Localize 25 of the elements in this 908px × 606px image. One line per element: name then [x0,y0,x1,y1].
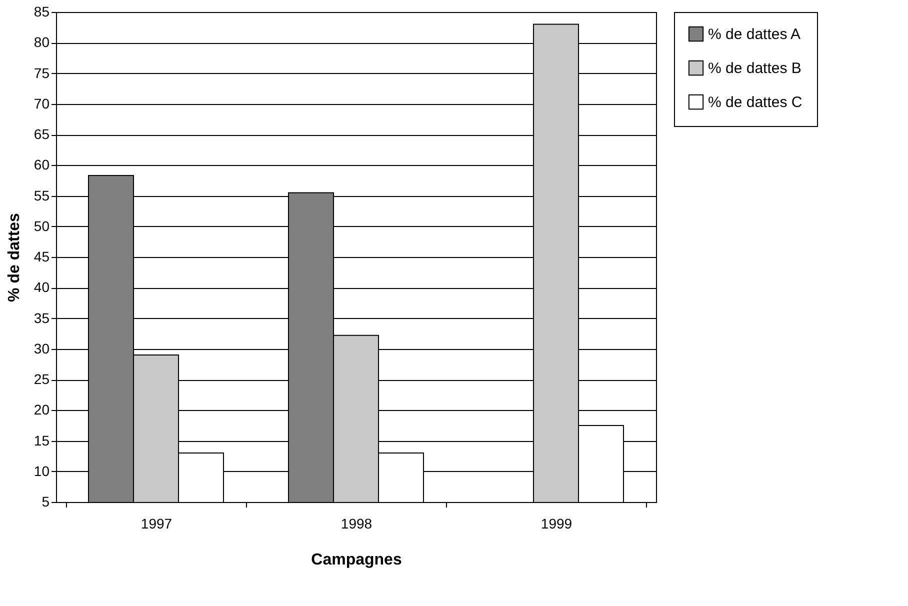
y-tick-label: 45 [34,248,50,264]
y-tick-label: 80 [34,34,50,50]
x-axis-title: Campagnes [311,552,402,568]
legend-label: % de dattes A [708,26,801,43]
y-tick-label: 75 [34,64,50,81]
y-tick-label: 40 [34,279,50,296]
y-tick-label: 55 [34,187,50,204]
y-tick-label: 25 [34,371,50,387]
x-tick-label: 1998 [340,516,372,532]
y-tick-label: 70 [34,95,50,112]
y-tick-label: 60 [34,156,50,173]
y-tick-label: 10 [34,462,50,479]
legend-label: % de dattes C [708,94,802,111]
y-tick-label: 35 [34,310,50,326]
y-axis-title: % de dattes [6,212,23,302]
y-tick-label: 20 [34,402,50,418]
x-tick-label: 1999 [540,516,572,532]
y-tick-label: 15 [34,432,50,448]
x-tick-label: 1997 [140,516,172,532]
y-tick-label: 50 [34,218,50,234]
y-tick-label: 65 [34,126,50,142]
y-tick-label: 5 [42,494,50,510]
y-tick-label: 30 [34,340,50,356]
legend-label: % de dattes B [708,60,802,77]
y-tick-label: 85 [34,4,50,20]
